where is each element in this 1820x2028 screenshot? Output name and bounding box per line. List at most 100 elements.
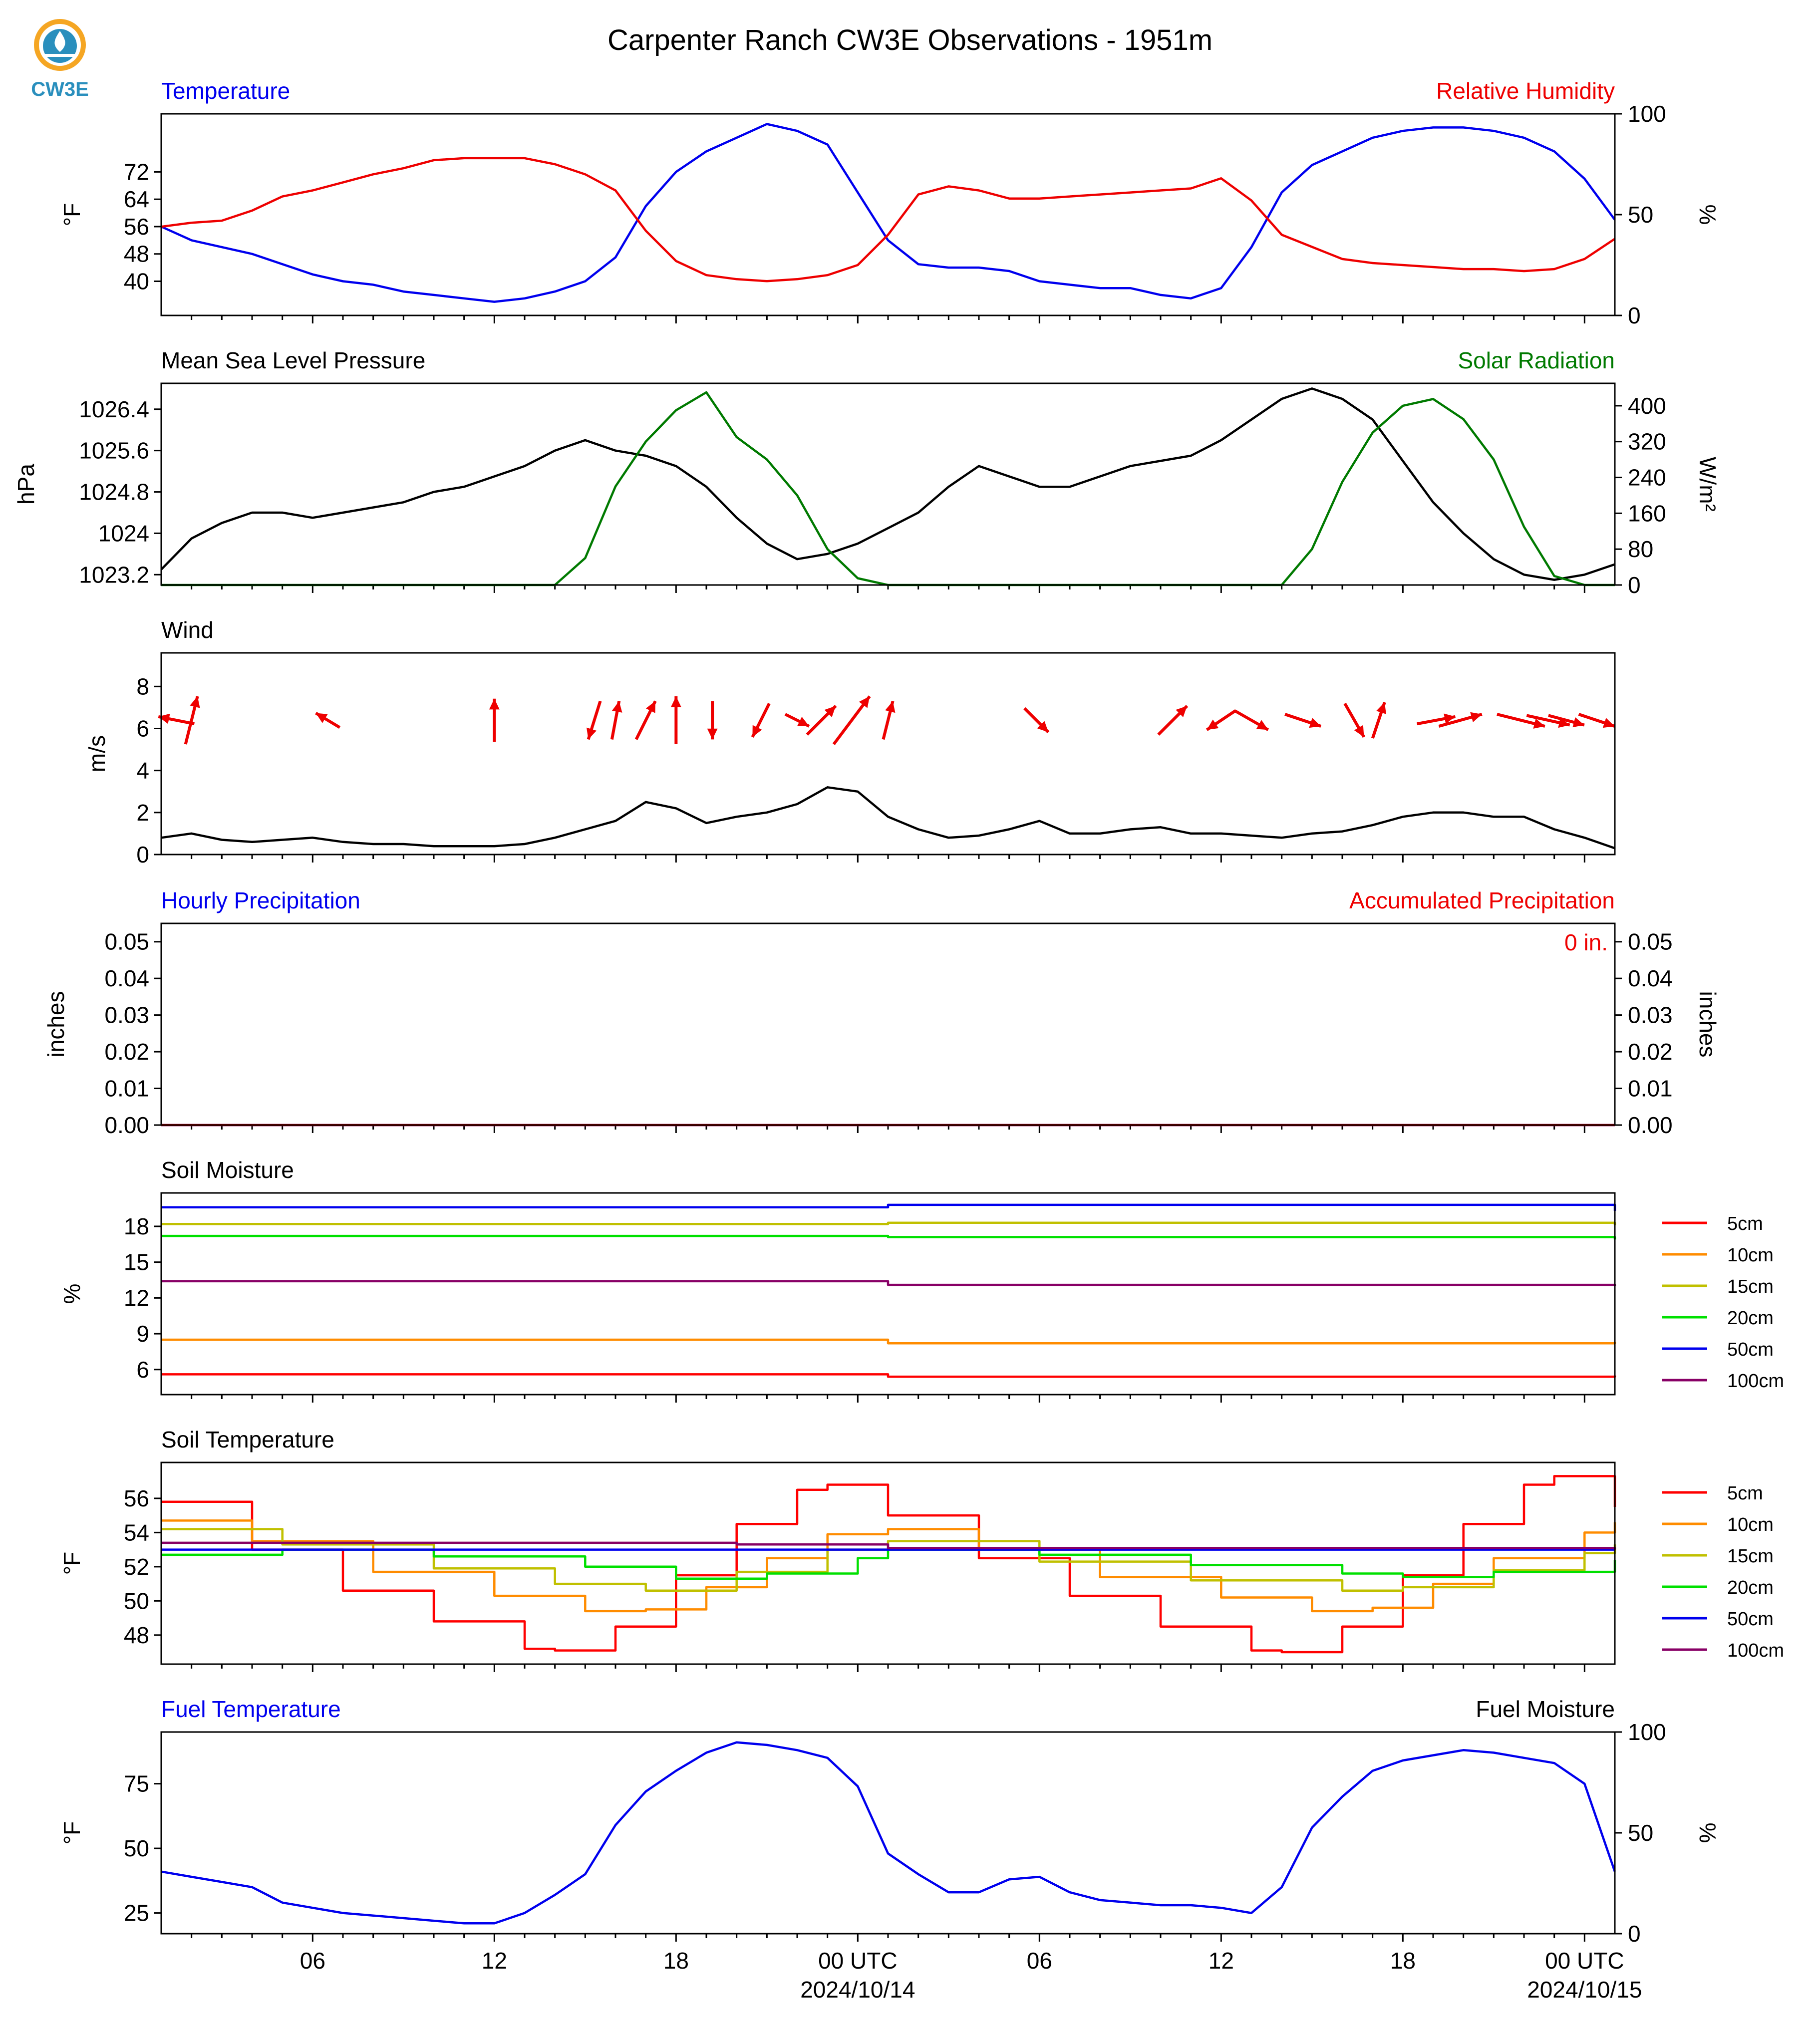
wind-arrow-head xyxy=(1602,718,1615,728)
y-axis-label-right: W/m² xyxy=(1695,457,1721,512)
y-tick-label-left: 0.01 xyxy=(104,1076,149,1102)
y-tick-label-right: 0.05 xyxy=(1628,929,1673,955)
y-tick-label-left: 75 xyxy=(124,1771,149,1797)
series-line-5cm xyxy=(161,1475,1616,1654)
series-line-20cm xyxy=(161,1548,1616,1580)
x-tick-label: 00 UTC xyxy=(818,1948,897,1974)
wind-arrow xyxy=(634,700,657,740)
wind-arrow-head xyxy=(1572,717,1584,728)
figure-title: Carpenter Ranch CW3E Observations - 1951… xyxy=(607,24,1213,56)
y-tick-label-left: 56 xyxy=(124,214,149,240)
wind-arrow-head xyxy=(1533,718,1545,729)
plot-frame xyxy=(160,1731,1616,1935)
y-tick-label-left: 40 xyxy=(124,269,149,294)
series-line-wind-speed xyxy=(161,786,1615,850)
wind-arrow-head xyxy=(707,728,718,740)
panel-title-right: Fuel Moisture xyxy=(1476,1696,1615,1722)
legend: 5cm 10cm 15cm 20cm 50cm 100cm xyxy=(1662,1483,1784,1661)
x-tick-label: 06 xyxy=(1027,1948,1052,1974)
y-tick-label-left: 1024.8 xyxy=(79,479,149,505)
series-line-20cm xyxy=(161,1234,1616,1240)
y-axis-label-right: % xyxy=(1695,205,1721,225)
y-tick-label-left: 6 xyxy=(136,1357,149,1383)
legend: 5cm 10cm 15cm 20cm 50cm 100cm xyxy=(1662,1213,1784,1392)
legend-label: 10cm xyxy=(1727,1245,1774,1266)
panel-title-left: Soil Moisture xyxy=(161,1157,294,1183)
wind-arrow xyxy=(832,695,871,745)
panel-title-right: Accumulated Precipitation xyxy=(1349,887,1615,913)
y-tick-label-left: 6 xyxy=(136,716,149,742)
panel-title-left: Wind xyxy=(161,617,214,643)
y-tick-label-right: 100 xyxy=(1628,101,1666,127)
wind-arrow xyxy=(670,696,681,744)
y-tick-label-left: 0.05 xyxy=(104,929,149,955)
plot-frame xyxy=(160,113,1616,316)
y-tick-label-left: 48 xyxy=(124,241,149,267)
series-line-15cm xyxy=(161,1528,1616,1592)
wind-arrow-head xyxy=(824,706,836,717)
y-tick-label-right: 0.03 xyxy=(1628,1002,1673,1028)
y-tick-label-right: 400 xyxy=(1628,393,1666,419)
y-tick-label-right: 0 xyxy=(1628,1921,1641,1947)
y-tick-label-left: 1025.6 xyxy=(79,438,149,464)
y-tick-label-left: 72 xyxy=(124,159,149,185)
x-tick-label: 12 xyxy=(482,1948,507,1974)
y-tick-label-left: 0.04 xyxy=(104,965,149,991)
wind-arrow-head xyxy=(1376,702,1386,714)
wind-arrow-head xyxy=(885,701,896,713)
series-line-100cm xyxy=(161,1280,1616,1286)
panel-soil-moisture: Soil Moisture 6 9 12 15 18% 5cm 10cm 15cm 20cm 50c… xyxy=(59,1157,1784,1403)
series-line-relative-humidity xyxy=(161,157,1616,283)
y-tick-label-left: 25 xyxy=(124,1900,149,1926)
x-tick-label: 12 xyxy=(1209,1948,1234,1974)
wind-arrow xyxy=(1526,714,1570,728)
wind-arrow-head xyxy=(1470,712,1482,722)
legend-label: 20cm xyxy=(1727,1577,1774,1598)
panel-title-left: Temperature xyxy=(161,78,290,104)
wind-arrow xyxy=(158,713,195,726)
x-tick-label: 00 UTC xyxy=(1545,1948,1624,1974)
x-date-label: 2024/10/14 xyxy=(800,1977,915,2003)
logo-wave xyxy=(44,54,76,57)
y-axis-label-left: % xyxy=(59,1284,85,1304)
wind-arrow xyxy=(751,703,771,738)
wind-arrow xyxy=(882,700,896,740)
y-tick-label-left: 50 xyxy=(124,1588,149,1614)
cw3e-logo: CW3E xyxy=(31,19,89,100)
y-tick-label-right: 0.01 xyxy=(1628,1076,1673,1102)
y-tick-label-right: 50 xyxy=(1628,202,1653,228)
accumulated-precip-total: 0 in. xyxy=(1564,929,1608,955)
legend-label: 100cm xyxy=(1727,1371,1784,1392)
wind-arrow xyxy=(610,701,622,740)
wind-arrow xyxy=(1233,709,1269,731)
x-tick-label: 06 xyxy=(300,1948,325,1974)
wind-arrow-head xyxy=(489,698,500,710)
y-tick-label-left: 1024 xyxy=(98,520,149,546)
legend-label: 20cm xyxy=(1727,1308,1774,1329)
panel-pressure-solar: Mean Sea Level Pressure Solar Radiation 10… xyxy=(13,347,1721,598)
y-tick-label-right: 0 xyxy=(1628,302,1641,328)
wind-arrow xyxy=(1417,713,1456,726)
wind-arrow-head xyxy=(670,696,681,707)
y-tick-label-right: 50 xyxy=(1628,1820,1653,1846)
wind-arrow-head xyxy=(1309,718,1321,728)
plot-frame xyxy=(160,652,1616,856)
y-tick-label-left: 1023.2 xyxy=(79,562,149,587)
y-tick-label-right: 240 xyxy=(1628,465,1666,491)
x-tick-label: 18 xyxy=(1390,1948,1416,1974)
wind-arrow xyxy=(1206,709,1236,731)
wind-arrow xyxy=(315,712,341,729)
legend-label: 10cm xyxy=(1727,1514,1774,1535)
y-axis-label-left: °F xyxy=(59,1821,85,1845)
series-line-15cm xyxy=(161,1221,1616,1225)
y-tick-label-left: 9 xyxy=(136,1321,149,1347)
y-tick-label-left: 18 xyxy=(124,1213,149,1239)
y-tick-label-left: 0.03 xyxy=(104,1002,149,1028)
wind-arrow xyxy=(587,700,602,740)
y-axis-label-left: inches xyxy=(43,991,69,1058)
panel-wind: Wind 0 2 4 6 8 m/s xyxy=(84,617,1616,868)
legend-label: 100cm xyxy=(1727,1640,1784,1661)
wind-arrow xyxy=(1157,705,1189,736)
y-axis-label-left: °F xyxy=(59,203,85,227)
y-axis-label-left: m/s xyxy=(84,735,110,772)
